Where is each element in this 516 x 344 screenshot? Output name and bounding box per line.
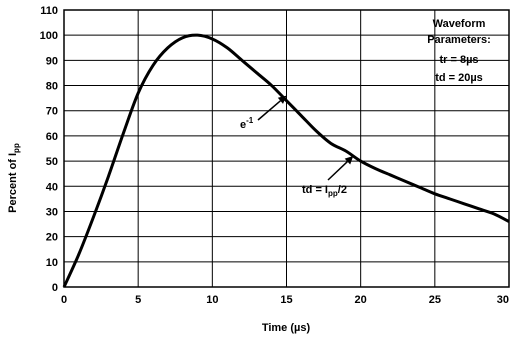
- y-tick-label: 10: [46, 257, 58, 269]
- y-axis-label: Percent of Ipp: [7, 143, 21, 213]
- param-line-1: Waveform: [433, 18, 486, 30]
- x-tick-label: 20: [355, 294, 367, 306]
- x-tick-label: 25: [429, 294, 441, 306]
- y-tick-label: 70: [46, 106, 58, 118]
- y-tick-label: 30: [46, 206, 58, 218]
- y-tick-label: 80: [46, 81, 58, 93]
- x-tick-label: 0: [61, 294, 67, 306]
- y-tick-label: 20: [46, 232, 58, 244]
- arrow-half-head: [344, 156, 354, 165]
- arrow-e-head: [277, 95, 287, 104]
- y-tick-label: 60: [46, 131, 58, 143]
- y-tick-label: 110: [40, 5, 58, 17]
- annotation-half-peak: td = Ipp/2: [302, 156, 354, 198]
- arrow-e-line: [257, 100, 281, 121]
- y-tick-label: 90: [46, 55, 58, 67]
- x-tick-label: 5: [135, 294, 141, 306]
- param-line-4: td = 20µs: [435, 72, 483, 84]
- y-tick-label: 100: [40, 30, 58, 42]
- y-tick-labels: 0 10 20 30 40 50 60 70 80 90 100 110: [40, 5, 58, 294]
- annotation-half-label: td = Ipp/2: [302, 184, 347, 198]
- x-tick-label: 15: [280, 294, 292, 306]
- annotation-e-label: e-1: [240, 116, 254, 131]
- param-line-2: Parameters:: [427, 34, 491, 46]
- x-tick-labels: 0 5 10 15 20 25 30: [61, 294, 509, 306]
- y-tick-label: 40: [46, 181, 58, 193]
- parameters-box: Waveform Parameters: tr = 8µs td = 20µs: [427, 18, 491, 84]
- y-tick-label: 0: [52, 282, 58, 294]
- waveform-curve: [62, 33, 510, 288]
- plot-frame: [63, 9, 510, 288]
- x-tick-label: 10: [206, 294, 218, 306]
- x-axis-label: Time (µs): [262, 322, 311, 334]
- y-axis-label-subscript: pp: [12, 143, 21, 153]
- grid-lines: [63, 9, 510, 288]
- param-line-3: tr = 8µs: [439, 54, 478, 66]
- arrow-half-line: [327, 161, 348, 181]
- y-tick-label: 50: [46, 156, 58, 168]
- x-tick-label: 30: [497, 294, 509, 306]
- annotation-e-inverse: e-1: [240, 95, 287, 131]
